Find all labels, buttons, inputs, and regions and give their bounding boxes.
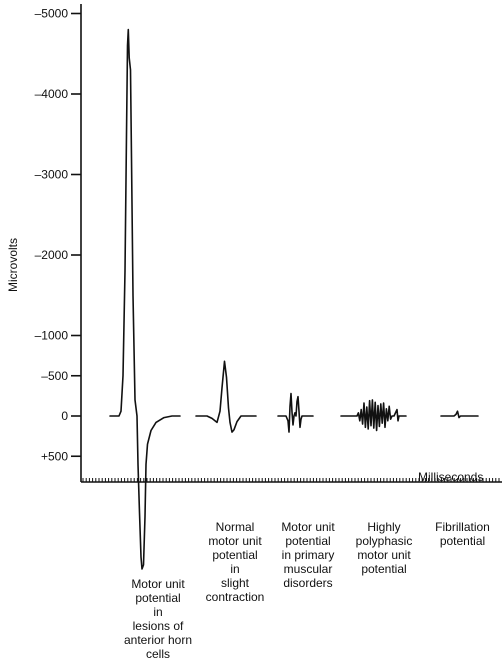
trace-normal — [195, 360, 257, 433]
x-minor-ticks — [82, 478, 500, 482]
y-tick-label: –3000 — [35, 168, 69, 182]
caption-fibrillation: Fibrillation potential — [435, 520, 490, 548]
caption-anterior-horn: Motor unit potential in lesions of anter… — [123, 577, 193, 661]
trace-fibrillation — [440, 410, 479, 419]
caption-primary-muscular: Motor unit potential in primary muscular… — [281, 520, 335, 590]
y-tick-label: 0 — [61, 409, 68, 423]
y-tick-label: –2000 — [35, 248, 69, 262]
y-ticks: –5000–4000–3000–2000–1000–5000+500 — [35, 7, 81, 463]
caption-polyphasic: Highly polyphasic motor unit potential — [355, 520, 413, 576]
y-tick-label: –5000 — [35, 7, 69, 21]
trace-anterior-horn — [109, 28, 181, 570]
trace-primary-muscular — [277, 392, 314, 433]
y-tick-label: +500 — [41, 449, 68, 463]
trace-polyphasic — [340, 399, 407, 432]
y-tick-label: –1000 — [35, 329, 69, 343]
traces — [109, 28, 479, 570]
y-tick-label: –4000 — [35, 87, 69, 101]
y-tick-label: –500 — [41, 369, 68, 383]
x-axis-label: Milliseconds — [418, 470, 484, 484]
caption-normal: Normal motor unit potential in slight co… — [205, 520, 265, 604]
y-axis-label: Microvolts — [6, 238, 20, 293]
